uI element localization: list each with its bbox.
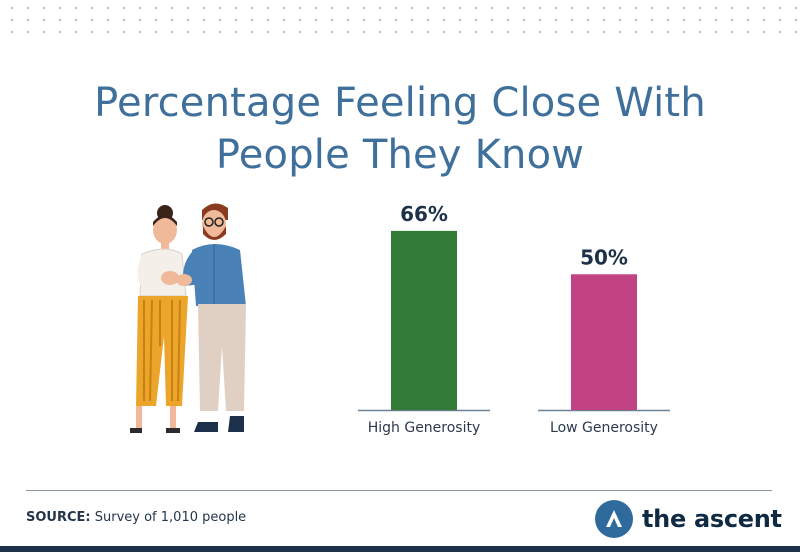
footer-divider [26, 490, 772, 491]
page-title: Percentage Feeling Close With People The… [0, 77, 800, 181]
source-text: Survey of 1,010 people [94, 510, 247, 525]
bars-layer: 66% High Generosity 50% Low Generosity [358, 202, 670, 436]
value-label-1: 66% [400, 202, 448, 226]
category-label-2: Low Generosity [550, 420, 658, 436]
dot-pattern-header [0, 0, 800, 36]
bar-chart: 66% High Generosity 50% Low Generosity [330, 190, 690, 454]
people-hug-illustration-icon [110, 196, 270, 445]
title-line-2: People They Know [215, 131, 585, 178]
title-line-1: Percentage Feeling Close With [94, 79, 706, 126]
category-label-1: High Generosity [368, 420, 481, 436]
ascent-logo-icon [595, 500, 633, 538]
source-label: SOURCE: [26, 510, 91, 525]
bottom-bar [0, 546, 800, 552]
source-note: SOURCE: Survey of 1,010 people [26, 510, 246, 525]
value-label-2: 50% [580, 245, 628, 269]
man-figure [176, 203, 246, 432]
brand: the ascent [594, 498, 782, 540]
brand-name: the ascent [642, 505, 782, 533]
bar-high-generosity [391, 230, 457, 410]
woman-figure [130, 205, 188, 433]
chart-svg: 66% High Generosity 50% Low Generosity [358, 202, 670, 436]
bar-low-generosity [571, 274, 637, 410]
